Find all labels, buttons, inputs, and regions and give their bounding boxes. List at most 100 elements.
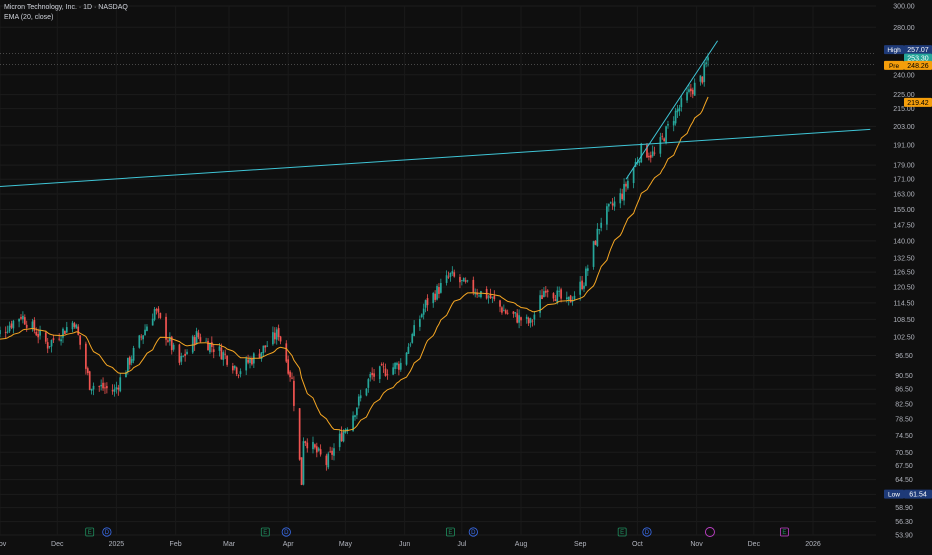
x-tick-label: Jun [399, 541, 410, 548]
candle-body [279, 336, 282, 342]
event-marker-dividend[interactable] [102, 527, 112, 537]
y-tick-label: 140.00 [893, 238, 915, 245]
candle-body [462, 278, 465, 282]
price-badge-tag-low [884, 489, 904, 499]
price-badge-last [904, 53, 932, 63]
candle-body [218, 346, 221, 351]
candle-body [317, 448, 320, 451]
candle-body [182, 355, 185, 357]
event-marker-earnings[interactable] [85, 527, 95, 537]
candle-body [411, 334, 414, 343]
candle-body [422, 308, 425, 315]
candle-body [373, 373, 375, 377]
event-marker-dividend[interactable] [281, 527, 291, 537]
y-tick-label: 70.50 [895, 450, 913, 457]
event-marker-upcoming[interactable] [705, 527, 715, 537]
trendline[interactable] [0, 128, 871, 188]
candle-body [371, 372, 374, 376]
candle-body [302, 441, 305, 485]
price-badge-tag-pre [884, 60, 904, 70]
x-tick-label: Mar [223, 541, 236, 548]
candle-body [90, 388, 93, 391]
candle-body [168, 337, 171, 342]
candle-body [319, 449, 322, 455]
candle-body [98, 386, 101, 388]
candle-body [459, 277, 461, 283]
y-tick-label: 82.50 [895, 401, 913, 408]
candle-body [466, 280, 469, 282]
candle-body [632, 167, 635, 184]
event-marker-earnings[interactable] [260, 527, 270, 537]
candle-body [436, 286, 438, 300]
x-tick-label: May [339, 541, 353, 548]
candle-body [20, 317, 22, 319]
candle-body [354, 415, 356, 418]
candle-body [546, 290, 549, 292]
event-marker-earnings-upcoming[interactable] [779, 527, 789, 537]
candle-body [287, 359, 290, 374]
candle-body [707, 57, 709, 61]
candle-body [489, 294, 492, 299]
candle-body [623, 183, 625, 201]
price-badge-tag-high [884, 45, 904, 55]
candle-body [119, 377, 122, 392]
candle-body [357, 396, 360, 406]
candle-body [340, 432, 343, 442]
candle-body [672, 121, 675, 126]
candle-body [583, 285, 585, 289]
candle-body [569, 295, 572, 303]
candle-body [205, 340, 207, 342]
price-badge-pre [904, 60, 932, 70]
event-marker-earnings[interactable] [446, 527, 455, 537]
event-marker-letter: D [645, 530, 650, 536]
candle-body [235, 367, 238, 375]
candle-body [449, 272, 452, 277]
candle-body [598, 229, 601, 231]
event-marker-dividend[interactable] [468, 527, 478, 537]
candle-body [386, 374, 389, 376]
candle-body [12, 320, 15, 329]
candle-body [585, 268, 587, 286]
candle-body [331, 450, 333, 455]
candle-body [594, 240, 597, 245]
candle-body [613, 201, 616, 207]
candle-body [329, 451, 332, 453]
event-marker-earnings[interactable] [617, 527, 627, 537]
y-tick-label: 280.00 [893, 25, 915, 32]
y-tick-label: 102.50 [893, 334, 915, 341]
candle-body [531, 320, 534, 322]
candle-body [104, 387, 106, 389]
y-tick-label: 120.50 [893, 285, 915, 292]
y-tick-label: 114.50 [894, 300, 915, 307]
candle-body [298, 408, 301, 460]
x-tick-label: Oct [632, 541, 643, 548]
candle-body [705, 62, 708, 64]
y-tick-label: 179.00 [893, 163, 915, 170]
y-tick-label: 225.00 [893, 92, 915, 99]
candle-body [543, 291, 545, 298]
y-tick-label: 300.00 [893, 4, 915, 11]
candle-body [356, 407, 358, 416]
candle-body [674, 110, 677, 124]
candle-body [159, 313, 162, 318]
candle-body [544, 290, 547, 293]
candle-body [140, 336, 143, 338]
x-tick-label: 2026 [805, 541, 821, 548]
candle-body [75, 324, 78, 329]
candle-body [220, 347, 223, 360]
trendline[interactable] [625, 40, 719, 180]
candle-body [44, 332, 47, 342]
candle-body [640, 143, 643, 163]
candle-body [132, 348, 135, 361]
candle-body [680, 98, 683, 108]
y-tick-label: 132.50 [893, 255, 915, 262]
event-marker-dividend[interactable] [642, 527, 652, 537]
candle-body [233, 365, 236, 369]
price-badge-high [904, 45, 932, 55]
candle-body [157, 308, 160, 313]
candle-body [699, 75, 702, 82]
candle-body [663, 138, 666, 142]
candle-body [359, 395, 362, 399]
